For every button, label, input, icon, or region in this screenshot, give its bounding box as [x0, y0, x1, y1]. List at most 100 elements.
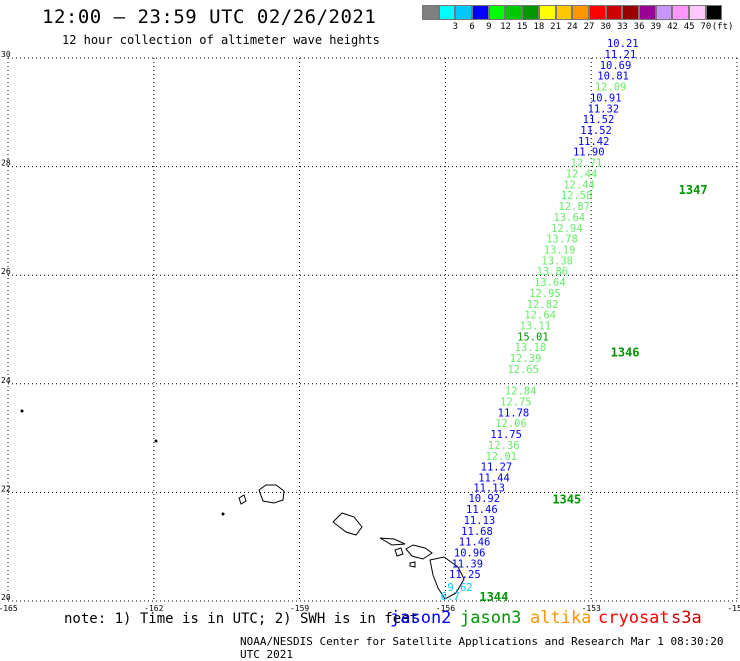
scale-label: 21 — [550, 22, 562, 32]
wave-height-color-scale — [422, 5, 723, 20]
island-kahoolawe — [409, 561, 416, 568]
pass-time-label: 1347 — [679, 183, 708, 197]
wave-height-label: 11.32 — [588, 103, 620, 115]
scale-label: 3 — [452, 22, 459, 32]
wave-height-label: 12.84 — [505, 386, 537, 398]
wave-height-label: 12.95 — [529, 288, 561, 300]
scale-label: 42 — [667, 22, 678, 32]
scale-swatch — [505, 5, 523, 20]
wave-height-label: 13.86 — [537, 266, 569, 278]
scale-swatch — [538, 5, 556, 20]
wave-height-label: 10.92 — [468, 493, 500, 505]
satellite-cryosat: cryosat — [598, 608, 670, 628]
scale-swatch — [422, 5, 439, 20]
lat-tick-label: 30 — [1, 50, 11, 59]
wave-height-observations: 6.79.6211.2511.3910.9611.4611.6811.1311.… — [441, 38, 639, 603]
scale-swatch — [555, 5, 573, 20]
pass-time-label: 1345 — [552, 492, 581, 506]
wave-height-label: 10.21 — [607, 38, 639, 50]
scale-swatch — [689, 5, 706, 20]
wave-height-label: 6.7 — [441, 591, 460, 603]
wave-height-label: 11.75 — [490, 429, 522, 441]
lat-tick-label: 22 — [1, 484, 11, 493]
scale-swatch — [572, 5, 589, 20]
wave-height-label: 12.44 — [566, 168, 598, 180]
wave-height-label: 11.78 — [498, 407, 530, 419]
scale-label: 12 — [500, 22, 511, 32]
scale-swatch — [588, 5, 606, 20]
wave-height-scale-labels: 3 6 9 12 15 18 21 24 27 30 33 36 39 42 45 70 (ft) — [422, 22, 740, 34]
wave-height-label: 12.82 — [527, 299, 559, 311]
scale-label: 30 — [600, 22, 612, 32]
wave-height-label: 12.65 — [507, 364, 539, 376]
wave-height-label: 11.52 — [583, 114, 615, 126]
lat-lon-grid: -165 -162 -159 -156 -153 -150 30 28 26 24 22 20 — [0, 50, 740, 613]
island-hawaii — [429, 556, 465, 600]
scale-swatch — [488, 5, 506, 20]
hawaiian-islands — [20, 409, 465, 600]
lon-tick-label: -162 — [144, 604, 163, 613]
scale-swatch — [522, 5, 539, 20]
scale-label: 27 — [583, 22, 595, 32]
satellite-jason3: jason3 — [460, 608, 522, 628]
wave-height-label: 12.09 — [595, 82, 627, 94]
scale-swatch — [622, 5, 639, 20]
map-title: 12:00 – 23:59 UTC 02/26/2021 — [42, 6, 377, 28]
scale-unit-label: (ft) — [711, 22, 734, 32]
wave-height-label: 11.42 — [578, 136, 610, 148]
wave-height-label: 11.27 — [481, 462, 513, 474]
island-kauai — [258, 484, 285, 504]
wave-height-label: 15.01 — [517, 331, 549, 343]
wave-height-label: 12.44 — [563, 179, 595, 191]
wave-height-label: 10.81 — [597, 71, 629, 83]
wave-height-label: 11.44 — [478, 473, 510, 485]
wave-height-label: 12.39 — [510, 353, 542, 365]
scale-label: 33 — [616, 22, 628, 32]
scale-swatch — [672, 5, 689, 20]
wave-height-label: 13.64 — [534, 277, 566, 289]
lat-tick-label: 28 — [1, 159, 11, 168]
wave-height-label: 11.13 — [473, 482, 505, 494]
footer-note: note: 1) Time is in UTC; 2) SWH is in fe… — [64, 611, 419, 627]
satellite-altika: altika — [530, 608, 592, 628]
scale-label: 45 — [683, 22, 695, 32]
island-lanai — [394, 547, 404, 557]
lon-tick-label: -156 — [436, 604, 455, 613]
island-necker — [154, 439, 158, 443]
satellite-jason2: jason2 — [390, 608, 452, 628]
wave-height-label: 12.75 — [500, 397, 532, 409]
wave-height-label: 10.69 — [600, 60, 632, 72]
island-molokai — [379, 537, 406, 546]
wave-height-label: 12.58 — [561, 190, 593, 202]
wave-height-label: 11.52 — [580, 125, 612, 137]
wave-height-label: 10.96 — [454, 547, 486, 559]
scale-label: 24 — [566, 22, 578, 32]
wave-height-label: 9.62 — [447, 582, 472, 594]
pass-time-labels: 1344 1345 1346 1347 — [479, 183, 707, 604]
wave-height-label: 10.91 — [590, 92, 622, 104]
scale-label: 36 — [633, 22, 645, 32]
map-subtitle: 12 hour collection of altimeter wave hei… — [62, 33, 380, 47]
credit-line: NOAA/NESDIS Center for Satellite Applica… — [240, 635, 724, 661]
island-maui — [405, 544, 433, 560]
wave-height-label: 13.11 — [520, 321, 552, 333]
island-nihoa — [20, 409, 24, 413]
wave-height-label: 11.21 — [605, 49, 637, 61]
wave-height-label: 11.68 — [461, 526, 493, 538]
wave-height-label: 12.06 — [495, 418, 527, 430]
wave-height-label: 12.01 — [485, 451, 517, 463]
wave-height-label: 13.18 — [515, 342, 547, 354]
scale-label: 15 — [516, 22, 528, 32]
wave-height-label: 13.64 — [554, 212, 586, 224]
wave-height-label: 13.19 — [544, 244, 576, 256]
scale-swatch — [705, 5, 723, 20]
scale-label: 39 — [650, 22, 662, 32]
lat-tick-label: 20 — [1, 593, 11, 602]
pass-time-label: 1346 — [611, 346, 640, 360]
scale-swatch — [638, 5, 656, 20]
lon-tick-label: -165 — [0, 604, 18, 613]
wave-height-label: 11.25 — [449, 569, 481, 581]
scale-swatch — [472, 5, 489, 20]
scale-label: 6 — [469, 22, 475, 32]
